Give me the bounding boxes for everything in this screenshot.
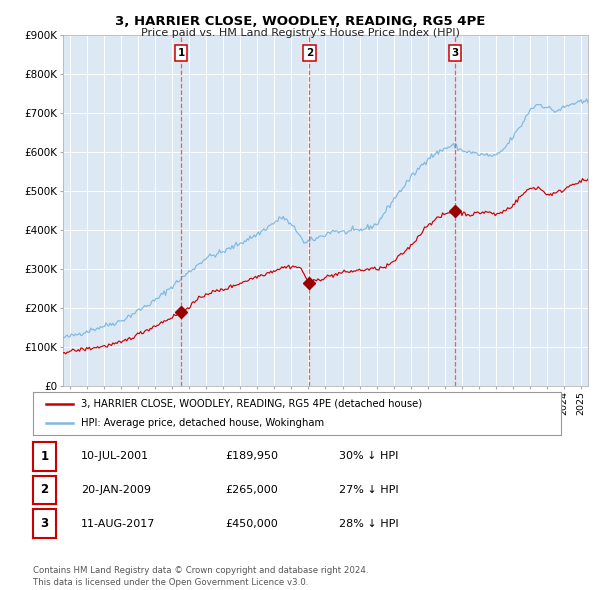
Text: Price paid vs. HM Land Registry's House Price Index (HPI): Price paid vs. HM Land Registry's House … (140, 28, 460, 38)
Text: HPI: Average price, detached house, Wokingham: HPI: Average price, detached house, Woki… (80, 418, 323, 428)
Text: 1: 1 (178, 48, 185, 58)
Text: 30% ↓ HPI: 30% ↓ HPI (339, 451, 398, 461)
Text: 3: 3 (40, 517, 49, 530)
Text: 3: 3 (452, 48, 459, 58)
Text: 28% ↓ HPI: 28% ↓ HPI (339, 519, 398, 529)
Text: 20-JAN-2009: 20-JAN-2009 (81, 485, 151, 495)
Text: 2: 2 (306, 48, 313, 58)
Text: 3, HARRIER CLOSE, WOODLEY, READING, RG5 4PE: 3, HARRIER CLOSE, WOODLEY, READING, RG5 … (115, 15, 485, 28)
Text: £265,000: £265,000 (225, 485, 278, 495)
Text: 27% ↓ HPI: 27% ↓ HPI (339, 485, 398, 495)
Text: Contains HM Land Registry data © Crown copyright and database right 2024.
This d: Contains HM Land Registry data © Crown c… (33, 566, 368, 587)
Text: £189,950: £189,950 (225, 451, 278, 461)
Text: £450,000: £450,000 (225, 519, 278, 529)
Text: 11-AUG-2017: 11-AUG-2017 (81, 519, 155, 529)
Text: 3, HARRIER CLOSE, WOODLEY, READING, RG5 4PE (detached house): 3, HARRIER CLOSE, WOODLEY, READING, RG5 … (80, 399, 422, 409)
Text: 10-JUL-2001: 10-JUL-2001 (81, 451, 149, 461)
Text: 1: 1 (40, 450, 49, 463)
Text: 2: 2 (40, 483, 49, 497)
